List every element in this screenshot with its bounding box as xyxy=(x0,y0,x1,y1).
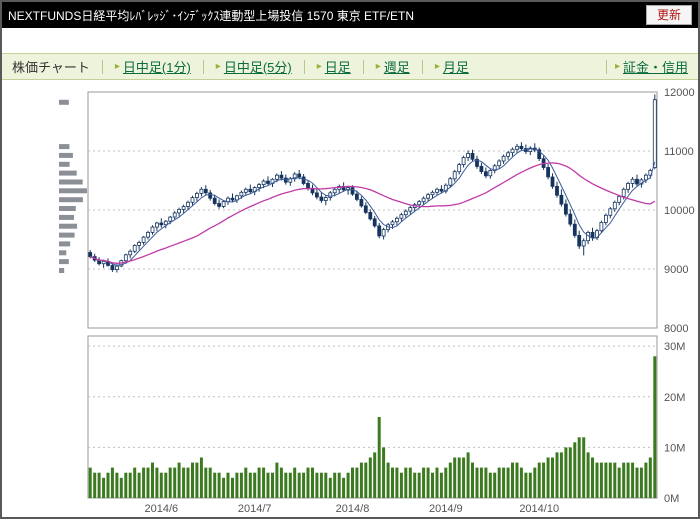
tab-intraday-5min[interactable]: ▸ 日中足(5分) xyxy=(215,60,292,75)
svg-text:2014/7: 2014/7 xyxy=(238,503,272,515)
svg-text:11000: 11000 xyxy=(664,146,694,158)
volume-axis-labels: 30M 20M 10M 0M xyxy=(664,341,685,505)
chart-tabbar: 株価チャート ▸ 日中足(1分) ▸ 日中足(5分) ▸ 日足 ▸ 週足 ▸ 月足 ▸ 証金… xyxy=(2,53,698,80)
svg-text:8000: 8000 xyxy=(664,323,688,335)
section-label: 株価チャート xyxy=(12,60,90,75)
triangle-icon: ▸ xyxy=(434,61,440,72)
divider xyxy=(202,59,204,74)
svg-text:0M: 0M xyxy=(664,493,679,505)
stock-chart-svg: 12000 11000 10000 9000 8000 30M 20M 10M 0M 2014/6… xyxy=(59,87,695,515)
svg-text:9000: 9000 xyxy=(664,264,688,276)
tab-daily[interactable]: ▸ 日足 xyxy=(316,60,351,75)
tab-weekly[interactable]: ▸ 週足 xyxy=(375,60,410,75)
svg-text:10000: 10000 xyxy=(664,205,695,217)
svg-text:2014/10: 2014/10 xyxy=(519,503,559,515)
svg-text:20M: 20M xyxy=(664,392,685,404)
triangle-icon: ▸ xyxy=(375,61,381,72)
page-title: NEXTFUNDS日経平均ﾚﾊﾞﾚｯｼﾞ･ｲﾝﾃﾞｯｸｽ連動型上場投信 1570… xyxy=(8,8,415,23)
divider xyxy=(101,59,103,74)
triangle-icon: ▸ xyxy=(614,61,620,72)
divider xyxy=(303,59,305,74)
chart-panes xyxy=(87,91,658,499)
chart-area: 12000 11000 10000 9000 8000 30M 20M 10M 0M 2014/6… xyxy=(2,80,698,516)
price-axis-labels: 12000 11000 10000 9000 8000 xyxy=(664,87,695,335)
triangle-icon: ▸ xyxy=(215,61,221,72)
svg-text:2014/6: 2014/6 xyxy=(144,503,178,515)
svg-text:2014/8: 2014/8 xyxy=(336,503,370,515)
tabbar-right: ▸ 証金・信用 xyxy=(605,57,688,76)
divider xyxy=(362,59,364,74)
svg-text:10M: 10M xyxy=(664,442,685,454)
divider xyxy=(421,59,423,74)
svg-text:2014/9: 2014/9 xyxy=(429,503,463,515)
triangle-icon: ▸ xyxy=(316,61,322,72)
refresh-button[interactable]: 更新 xyxy=(645,5,692,25)
triangle-icon: ▸ xyxy=(114,61,120,72)
ma-short-line xyxy=(90,148,656,266)
link-margin-credit[interactable]: ▸ 証金・信用 xyxy=(614,60,688,75)
volume-bars xyxy=(88,356,657,499)
tab-monthly[interactable]: ▸ 月足 xyxy=(434,60,469,75)
volume-profile xyxy=(59,99,87,273)
tab-intraday-1min[interactable]: ▸ 日中足(1分) xyxy=(114,60,191,75)
titlebar: NEXTFUNDS日経平均ﾚﾊﾞﾚｯｼﾞ･ｲﾝﾃﾞｯｸｽ連動型上場投信 1570… xyxy=(2,2,698,28)
svg-text:30M: 30M xyxy=(664,341,685,353)
svg-text:12000: 12000 xyxy=(664,87,695,99)
divider xyxy=(605,59,607,74)
ma-long-line xyxy=(89,162,656,264)
x-axis-labels: 2014/6 2014/7 2014/8 2014/9 2014/10 xyxy=(144,503,559,515)
